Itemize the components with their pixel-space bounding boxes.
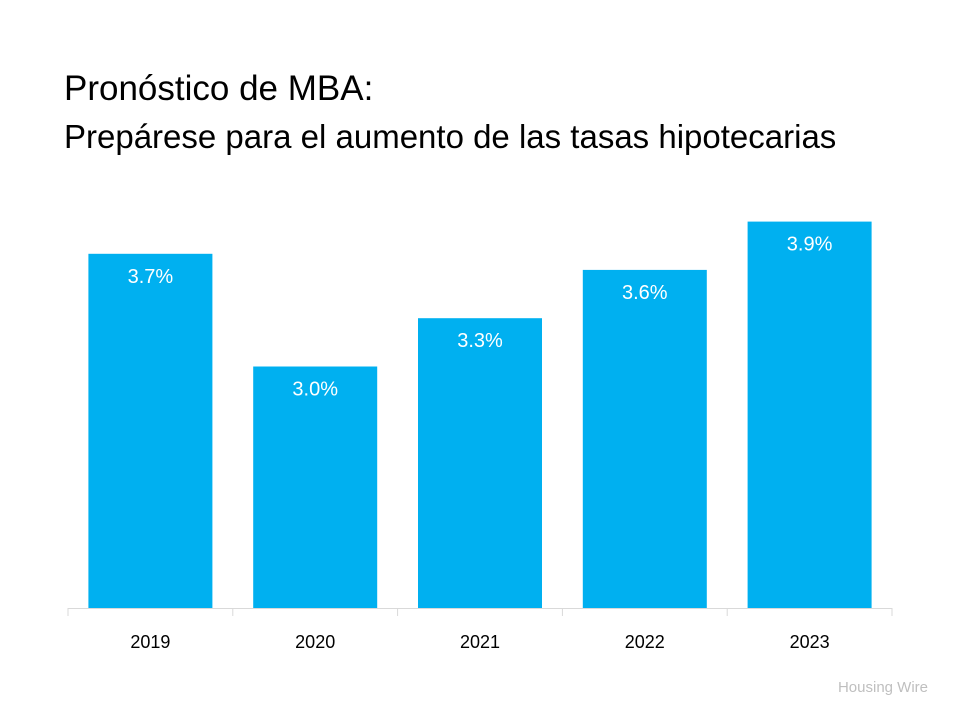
data-label-2023: 3.9% [787,234,833,256]
source-credit: Housing Wire [837,679,928,696]
bar-2021 [418,318,542,608]
data-label-2021: 3.3% [457,330,503,352]
chart-title: Pronóstico de MBA: [64,69,374,108]
bar-2023 [747,221,872,608]
x-tick-label-2020: 2020 [295,632,335,652]
bar-2020 [253,366,378,608]
data-label-2019: 3.7% [128,266,174,288]
x-tick-label-2022: 2022 [625,632,665,652]
data-label-2022: 3.6% [622,282,668,304]
bar-2022 [582,269,707,608]
chart-subtitle: Prepárese para el aumento de las tasas h… [64,118,837,155]
data-label-2020: 3.0% [292,379,338,401]
x-tick-label-2019: 2019 [130,632,170,652]
bar-2019 [88,253,213,609]
x-tick-label-2021: 2021 [460,632,500,652]
x-tick-label-2023: 2023 [790,632,830,652]
